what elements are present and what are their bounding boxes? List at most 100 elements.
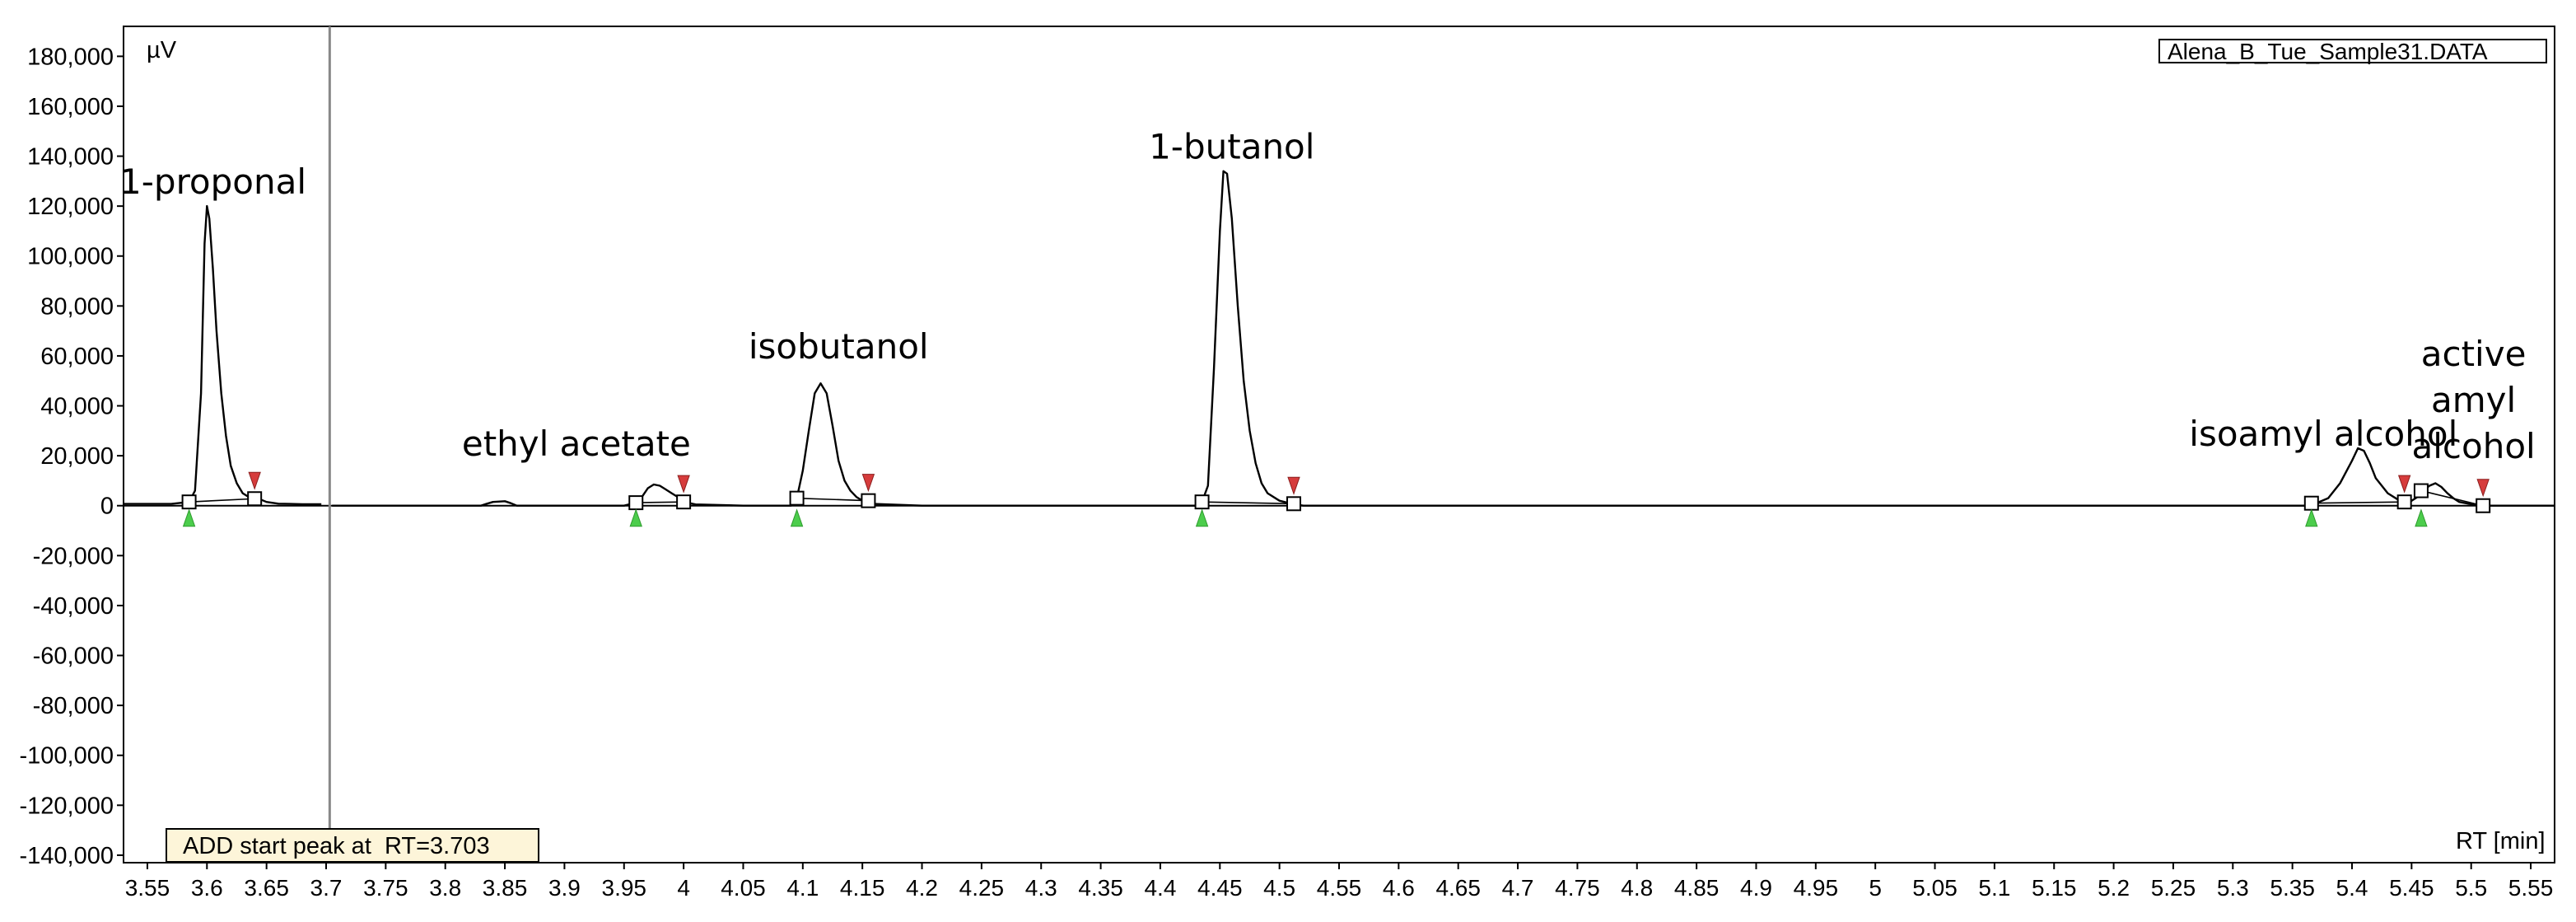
x-tick-label: 4.4 <box>1144 875 1176 901</box>
x-tick-label: 4.05 <box>721 875 766 901</box>
x-tick-label: 4.55 <box>1317 875 1362 901</box>
x-tick-label: 5.25 <box>2151 875 2196 901</box>
peak-end-box[interactable] <box>2396 494 2412 510</box>
x-tick-label: 4 <box>677 875 690 901</box>
peak-end-marker[interactable] <box>2476 479 2490 498</box>
peak-start-marker[interactable] <box>790 508 804 527</box>
x-tick-label: 3.95 <box>602 875 647 901</box>
y-axis-unit: µV <box>147 37 177 63</box>
x-tick-label: 4.35 <box>1078 875 1123 901</box>
y-tick-label: 80,000 <box>40 293 114 320</box>
y-tick-label: 160,000 <box>27 94 114 120</box>
peak-start-box[interactable] <box>2413 483 2429 498</box>
peak-start-box[interactable] <box>2303 495 2319 511</box>
chromatogram-traces <box>124 170 2555 507</box>
peak-end-box[interactable] <box>247 491 263 507</box>
peak-start-marker[interactable] <box>1195 508 1209 527</box>
x-tick-label: 3.65 <box>244 875 289 901</box>
x-tick-label: 3.8 <box>429 875 461 901</box>
peak-label: isoamyl alcohol <box>2189 414 2457 454</box>
peak-label: 1-proponal <box>119 161 306 202</box>
status-message: ADD start peak at RT=3.703 <box>183 833 490 859</box>
y-tick-label: 140,000 <box>27 144 114 171</box>
y-tick-label: -140,000 <box>20 843 114 869</box>
x-tick-label: 4.2 <box>906 875 938 901</box>
peak-start-marker[interactable] <box>182 508 196 527</box>
y-tick-label: 0 <box>100 494 114 520</box>
peak-start-marker[interactable] <box>2305 508 2318 527</box>
y-tick-label: 120,000 <box>27 194 114 220</box>
peak-end-marker[interactable] <box>677 475 690 494</box>
x-tick-label: 4.9 <box>1740 875 1772 901</box>
y-tick-label: -60,000 <box>33 644 114 670</box>
peak-start-box[interactable] <box>181 494 197 510</box>
peak-end-box[interactable] <box>861 493 876 508</box>
peak-end-marker[interactable] <box>2397 475 2411 494</box>
x-tick-label: 4.15 <box>840 875 885 901</box>
x-tick-label: 3.7 <box>310 875 343 901</box>
x-tick-label: 5.1 <box>1978 875 2010 901</box>
y-tick-label: 40,000 <box>40 394 114 420</box>
peak-end-box[interactable] <box>676 494 692 510</box>
x-tick-label: 5.35 <box>2270 875 2315 901</box>
x-tick-label: 5.15 <box>2032 875 2077 901</box>
peak-baseline <box>2420 489 2484 507</box>
peak-label: ethyl acetate <box>462 424 691 464</box>
x-tick-label: 3.6 <box>191 875 223 901</box>
x-tick-label: 4.8 <box>1621 875 1653 901</box>
y-tick-label: -100,000 <box>20 743 114 770</box>
y-tick-labels: 180,000 160,000 140,000 120,000 100,000 80,00… <box>20 44 114 869</box>
x-tick-label: 5.2 <box>2098 875 2130 901</box>
peak-start-box[interactable] <box>1194 494 1210 510</box>
peak-baseline <box>189 498 255 503</box>
trace-segment-2 <box>332 170 2555 507</box>
peak-baseline <box>1202 501 1295 505</box>
peak-start-marker[interactable] <box>2415 508 2428 527</box>
x-tick-label: 5 <box>1869 875 1882 901</box>
plot-frame <box>123 26 2555 863</box>
peak-baseline <box>636 501 684 503</box>
y-tick-label: 100,000 <box>27 244 114 270</box>
x-tick-label: 4.1 <box>786 875 819 901</box>
x-axis-unit: RT [min] <box>2456 828 2546 854</box>
y-tick-label: -20,000 <box>33 543 114 569</box>
status-tooltip: ADD start peak at RT=3.703 <box>166 828 539 863</box>
x-tick-label: 4.7 <box>1502 875 1534 901</box>
peak-label: active amyl alcohol <box>2412 334 2536 466</box>
peak-end-marker[interactable] <box>861 474 875 493</box>
y-tick-label: 180,000 <box>27 44 114 70</box>
x-tick-label: 5.4 <box>2336 875 2368 901</box>
y-tick-label: -120,000 <box>20 793 114 819</box>
x-tick-label: 5.05 <box>1912 875 1958 901</box>
peak-label: isobutanol <box>749 326 929 367</box>
x-tick-label: 3.55 <box>125 875 170 901</box>
x-tick-label: 4.85 <box>1674 875 1720 901</box>
y-tick-label: -40,000 <box>33 593 114 620</box>
x-tick-label: 4.25 <box>959 875 1005 901</box>
x-tick-label: 4.3 <box>1025 875 1057 901</box>
x-tick-label: 4.5 <box>1263 875 1295 901</box>
peak-end-box[interactable] <box>2476 498 2491 513</box>
peak-start-box[interactable] <box>789 490 805 506</box>
peak-end-marker[interactable] <box>248 471 261 490</box>
x-tick-label: 3.75 <box>363 875 408 901</box>
peak-end-marker[interactable] <box>1287 476 1300 495</box>
x-tick-label: 5.55 <box>2508 875 2554 901</box>
file-label: Alena_B_Tue_Sample31.DATA <box>2168 39 2488 64</box>
peak-start-marker[interactable] <box>629 508 642 527</box>
peak-end-box[interactable] <box>1286 496 1302 512</box>
x-tick-label: 4.45 <box>1197 875 1243 901</box>
trace-segment-1 <box>124 204 322 506</box>
peak-label: 1-butanol <box>1149 127 1314 167</box>
x-tick-label: 3.9 <box>548 875 581 901</box>
x-tick-label: 5.5 <box>2455 875 2487 901</box>
peak-start-box[interactable] <box>628 495 644 511</box>
peak-baseline <box>2311 501 2405 504</box>
peak-markers[interactable] <box>181 471 2491 527</box>
peak-baseline <box>796 497 869 502</box>
x-tick-label: 4.65 <box>1435 875 1481 901</box>
y-tick-label: -80,000 <box>33 693 114 719</box>
y-tick-label: 60,000 <box>40 344 114 370</box>
